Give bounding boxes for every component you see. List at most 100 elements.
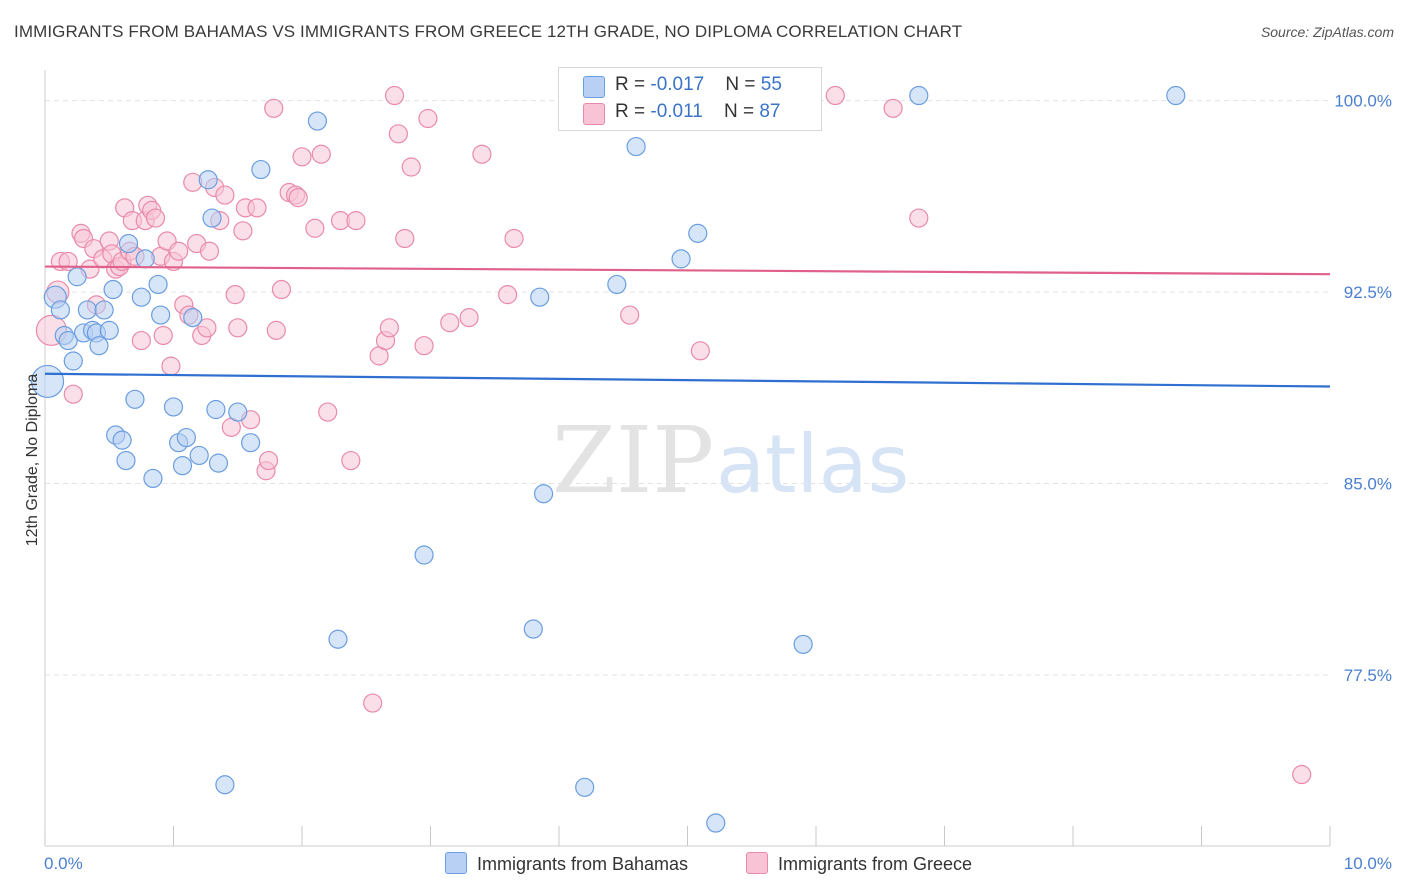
bahamas-point [575, 777, 595, 797]
bahamas-point [530, 287, 550, 307]
bahamas-point [77, 300, 98, 320]
bahamas-point [909, 85, 929, 106]
bottom-legend-bahamas: Immigrants from Bahamas [445, 852, 688, 875]
greece-point [414, 336, 434, 356]
greece-point [504, 228, 524, 249]
bahamas-point [94, 300, 114, 320]
bahamas-point [706, 813, 726, 833]
bahamas-point [176, 427, 196, 448]
greece-point [288, 188, 308, 208]
bahamas-point [112, 430, 132, 450]
trend-lines [44, 265, 1331, 388]
greece-point [1292, 764, 1312, 785]
y-tick-label: 85.0% [1344, 475, 1392, 494]
bahamas-point [202, 208, 222, 228]
bahamas-point [626, 136, 646, 157]
greece-trend-line [44, 265, 1331, 276]
legend-n-value-greece: 87 [759, 101, 781, 122]
watermark-zip: ZIP [552, 407, 714, 514]
legend-r-value-bahamas: -0.017 [650, 74, 705, 95]
bahamas-point [63, 351, 83, 371]
bahamas-point [688, 223, 708, 243]
greece-point [346, 211, 366, 231]
bahamas-point [151, 305, 171, 325]
greece-point [305, 218, 325, 238]
bahamas-point [189, 445, 209, 466]
greece-point [418, 108, 438, 129]
bahamas-point [172, 456, 193, 476]
legend-r-value-greece: -0.011 [650, 101, 703, 122]
bahamas-point [103, 279, 123, 300]
greece-point [620, 305, 640, 325]
bottom-legend-label-greece: Immigrants from Greece [778, 854, 973, 874]
bahamas-point [251, 159, 271, 180]
greece-point [498, 285, 518, 305]
bahamas-point [307, 111, 328, 131]
greece-point [883, 98, 903, 118]
source-label: Source: ZipAtlas.com [1260, 24, 1394, 40]
bahamas-point [163, 397, 184, 417]
bahamas-point [116, 450, 136, 471]
grid-lines [45, 100, 1330, 676]
bahamas-point [58, 330, 78, 351]
greece-point [215, 185, 235, 205]
bottom-legend-swatch-bahamas [445, 852, 467, 874]
bahamas-point [118, 233, 139, 254]
greece-point [384, 85, 405, 106]
bottom-legend-label-bahamas: Immigrants from Bahamas [477, 854, 689, 874]
legend-r-label: R = [615, 74, 651, 95]
bahamas-point [328, 629, 348, 649]
legend-n-label: N = [725, 74, 761, 95]
y-axis-label: 12th Grade, No Diploma [24, 374, 41, 547]
legend-n-value-bahamas: 55 [760, 74, 782, 95]
bahamas-point [148, 274, 168, 295]
y-tick-label: 100.0% [1334, 92, 1392, 111]
bahamas-point [414, 545, 434, 565]
legend-r-label: R = [615, 101, 651, 122]
greece-point [264, 98, 284, 118]
greece-point [388, 124, 408, 144]
greece-point [909, 208, 929, 228]
bahamas-point [50, 300, 71, 320]
bahamas-point [135, 249, 155, 269]
legend-n-label: N = [723, 101, 760, 122]
greece-point [145, 208, 166, 228]
axes [44, 70, 1331, 847]
bahamas-point [228, 402, 248, 422]
greece-point [379, 318, 399, 338]
bahamas-point [131, 287, 151, 307]
bottom-legend-greece: Immigrants from Greece [746, 852, 972, 875]
bahamas-points [30, 85, 1186, 833]
greece-point [63, 384, 83, 404]
bahamas-point [125, 389, 145, 409]
legend-swatch-greece [583, 103, 605, 125]
watermark: ZIP atlas [552, 407, 909, 514]
bahamas-point [206, 399, 226, 420]
greece-point [228, 318, 248, 338]
bahamas-point [89, 336, 109, 356]
greece-point [266, 320, 286, 340]
greece-point [472, 144, 492, 164]
greece-point [825, 85, 845, 106]
correlation-legend: R = -0.017 N = 55 R = -0.011 N = 87 [558, 67, 822, 131]
greece-point [690, 341, 710, 361]
y-tick-label: 92.5% [1344, 283, 1392, 302]
greece-point [197, 318, 217, 338]
bahamas-trend-line [44, 372, 1331, 388]
watermark-atlas: atlas [716, 418, 909, 511]
greece-point [459, 308, 479, 328]
legend-swatch-bahamas [583, 76, 605, 98]
bahamas-point [183, 308, 203, 328]
bahamas-point [1166, 85, 1186, 106]
bahamas-point [523, 619, 543, 639]
greece-point [233, 221, 253, 241]
bahamas-point [793, 634, 813, 654]
greece-point [318, 402, 338, 422]
greece-point [199, 241, 220, 261]
greece-point [395, 228, 415, 249]
bahamas-point [241, 433, 261, 453]
x-tick-label: 0.0% [44, 854, 83, 873]
greece-points [35, 85, 1312, 785]
greece-point [169, 241, 189, 261]
